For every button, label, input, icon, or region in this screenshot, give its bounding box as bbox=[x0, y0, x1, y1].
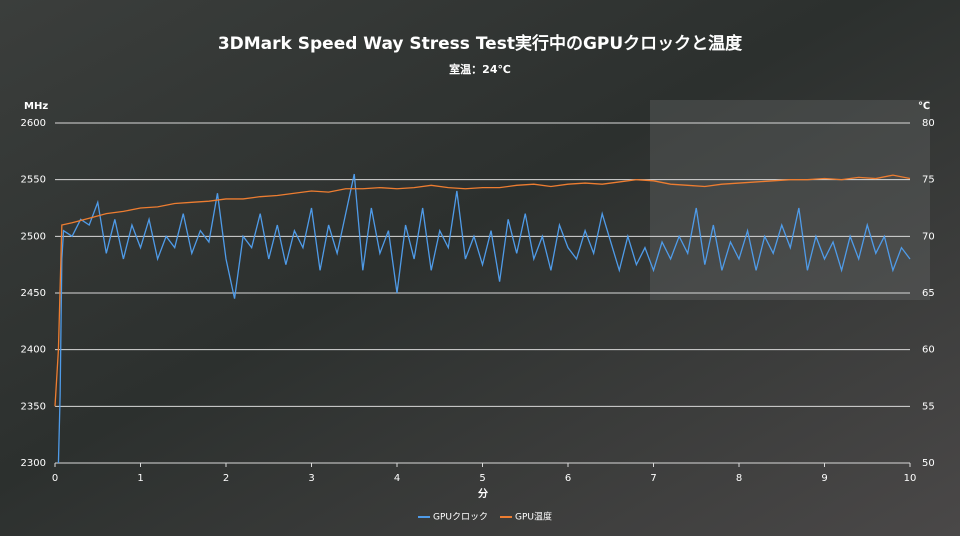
x-tick-label: 0 bbox=[52, 473, 58, 484]
chart-title: 3DMark Speed Way Stress Test実行中のGPUクロックと… bbox=[218, 33, 743, 54]
y-axis-label: MHz bbox=[24, 101, 48, 112]
y2-tick-label: 50 bbox=[922, 458, 935, 469]
x-tick-label: 9 bbox=[821, 473, 827, 484]
y2-tick-label: 65 bbox=[922, 288, 935, 299]
y-tick-label: 2550 bbox=[21, 175, 46, 186]
y-tick-label: 2500 bbox=[21, 231, 46, 242]
x-tick-label: 3 bbox=[308, 473, 314, 484]
x-tick-label: 8 bbox=[736, 473, 742, 484]
series-line bbox=[54, 174, 911, 407]
x-tick-label: 7 bbox=[650, 473, 656, 484]
series-line bbox=[57, 173, 911, 464]
legend-label: GPU温度 bbox=[515, 511, 552, 523]
x-tick-label: 10 bbox=[904, 473, 917, 484]
y2-tick-label: 55 bbox=[922, 401, 935, 412]
x-tick-label: 6 bbox=[565, 473, 571, 484]
y2-tick-label: 70 bbox=[922, 231, 935, 242]
chart-subtitle: 室温：24℃ bbox=[449, 62, 511, 76]
y-tick-label: 2300 bbox=[21, 458, 46, 469]
background-light bbox=[650, 100, 930, 300]
y2-tick-label: 75 bbox=[922, 175, 935, 186]
y-tick-label: 2450 bbox=[21, 288, 46, 299]
y2-tick-label: 80 bbox=[922, 118, 935, 129]
x-tick-label: 1 bbox=[137, 473, 143, 484]
legend-label: GPUクロック bbox=[433, 512, 488, 523]
y-tick-label: 2600 bbox=[21, 118, 46, 129]
y2-axis-label: ℃ bbox=[918, 101, 930, 112]
x-axis-label: 分 bbox=[478, 487, 488, 500]
y-tick-label: 2400 bbox=[21, 345, 46, 356]
x-tick-label: 5 bbox=[479, 473, 485, 484]
x-tick-label: 4 bbox=[394, 473, 400, 484]
y-tick-label: 2350 bbox=[21, 401, 46, 412]
y2-tick-label: 60 bbox=[922, 345, 935, 356]
x-tick-label: 2 bbox=[223, 473, 229, 484]
